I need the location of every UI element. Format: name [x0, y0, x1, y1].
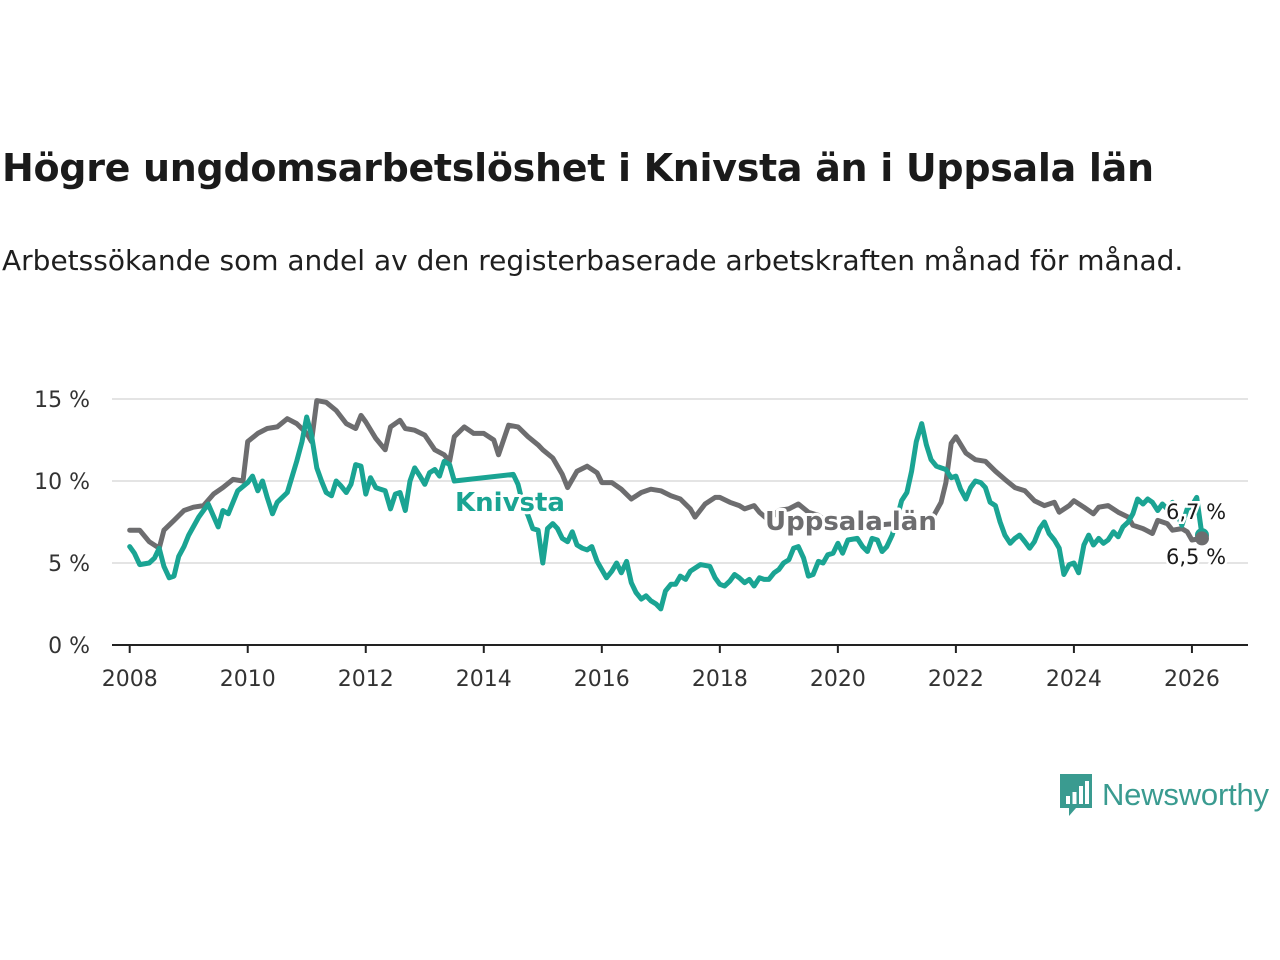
x-tick-label: 2016: [574, 667, 630, 692]
y-tick-label: 5 %: [48, 552, 90, 577]
end-label-uppsala: 6,5 %: [1166, 545, 1226, 569]
x-tick-label: 2026: [1164, 667, 1220, 692]
y-tick-label: 0 %: [48, 634, 90, 659]
x-tick-label: 2024: [1046, 667, 1102, 692]
page-title: Högre ungdomsarbetslöshet i Knivsta än i…: [2, 146, 1154, 190]
chart-gridlines: [112, 398, 1248, 564]
line-chart: 0 %5 %10 %15 % 2008 2010 2012 2014 2016 2018 2…: [34, 388, 1248, 692]
newsworthy-logo[interactable]: Newsworthy: [1058, 772, 1269, 818]
x-tick-label: 2014: [456, 667, 512, 692]
x-tick-label: 2020: [810, 667, 866, 692]
y-axis: 0 % 5 % 10 % 15 %: [34, 388, 90, 659]
page-subtitle: Arbetssökande som andel av den registerb…: [2, 244, 1184, 277]
x-tick-label: 2008: [102, 667, 158, 692]
y-tick-label: 15 %: [34, 388, 90, 413]
x-tick-label: 2010: [220, 667, 276, 692]
chart-series: [127, 398, 1205, 612]
end-label-knivsta: 6,7 %: [1166, 500, 1226, 524]
series-label-knivsta: Knivsta: [455, 488, 565, 518]
x-tick-label: 2018: [692, 667, 748, 692]
series-label-uppsala: Uppsala län: [765, 507, 937, 537]
x-tick-label: 2012: [338, 667, 394, 692]
chart-labels: Knivsta Uppsala län 6,7 % 6,5 %: [452, 485, 1229, 572]
end-label-uppsala-marker: [1194, 531, 1209, 546]
x-axis: 2008 2010 2012 2014 2016 2018 2020 2022 2024 2026: [102, 644, 1248, 692]
brand-name: Newsworthy: [1102, 777, 1269, 812]
y-tick-label: 10 %: [34, 470, 90, 495]
x-tick-label: 2022: [928, 667, 984, 692]
newsworthy-logo-icon: [1060, 774, 1092, 816]
series-line-uppsala-l-n: [127, 398, 1205, 551]
series-line-knivsta: [127, 414, 1205, 612]
